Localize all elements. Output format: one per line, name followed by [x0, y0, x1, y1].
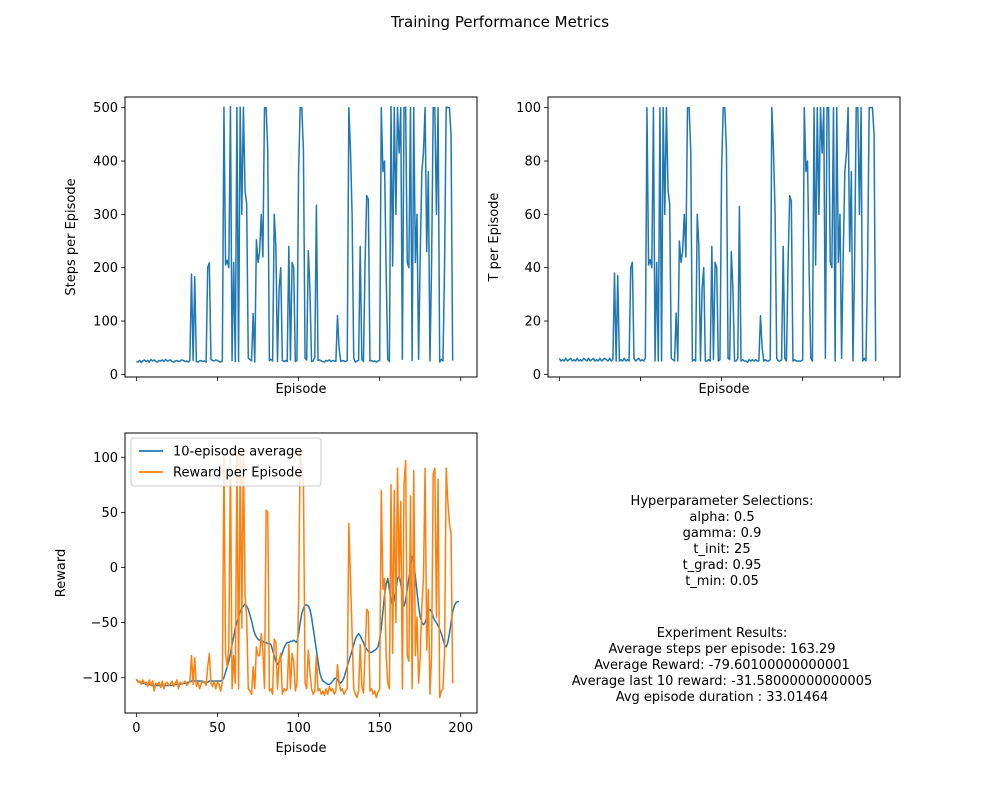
- reward-chart: 0 50 100 150 200 −100 −50 0 50 100 Episode Reward 10…: [54, 432, 478, 756]
- legend-entry: Reward per Episode: [173, 466, 302, 481]
- hyperparameter-heading: Hyperparameter Selections:: [630, 494, 814, 509]
- y-axis-label: Reward: [54, 549, 69, 597]
- y-tick-label: 100: [516, 101, 541, 116]
- y-tick-label: 20: [524, 315, 541, 330]
- x-axis-label: Episode: [698, 382, 749, 397]
- figure-title: Training Performance Metrics: [390, 13, 610, 31]
- y-tick-label: 0: [533, 368, 541, 383]
- hyperparameter-line: gamma: 0.9: [682, 526, 762, 541]
- y-tick-label: 80: [524, 155, 541, 170]
- y-axis-label: Steps per Episode: [64, 178, 79, 295]
- y-tick-label: 200: [93, 261, 118, 276]
- y-tick-label: 0: [110, 368, 118, 383]
- results-line: Avg episode duration : 33.01464: [615, 690, 829, 705]
- y-tick-label: 500: [93, 101, 118, 116]
- series-line: [136, 105, 454, 364]
- y-tick-label: −100: [82, 671, 118, 686]
- y-tick-label: 100: [93, 451, 118, 466]
- x-tick-label: 200: [448, 721, 473, 736]
- x-tick-label: 0: [132, 721, 140, 736]
- hyperparameter-line: t_min: 0.05: [685, 574, 759, 589]
- y-tick-label: −50: [91, 616, 118, 631]
- series-line: [558, 106, 877, 364]
- x-tick-label: 150: [367, 721, 392, 736]
- results-heading: Experiment Results:: [656, 626, 788, 641]
- legend-entry: 10-episode average: [173, 445, 302, 460]
- axes-frame: [547, 96, 901, 378]
- x-axis-label: Episode: [275, 382, 326, 397]
- y-tick-label: 60: [524, 208, 541, 223]
- results-line: Average last 10 reward: -31.580000000000…: [571, 674, 873, 689]
- series-line: [135, 450, 454, 699]
- axes-frame: [124, 432, 478, 714]
- y-tick-label: 300: [93, 208, 118, 223]
- steps-per-episode-chart: 0 100 200 300 400 500 Episode Steps per Episode: [64, 96, 478, 397]
- y-tick-label: 100: [93, 315, 118, 330]
- hyperparameter-panel: Hyperparameter Selections: alpha: 0.5 ga…: [520, 494, 924, 590]
- y-tick-label: 50: [101, 506, 118, 521]
- results-line: Average Reward: -79.60100000000001: [594, 658, 850, 673]
- t-per-episode-chart: 0 20 40 60 80 100 Episode T per Episode: [487, 96, 901, 397]
- y-axis-label: T per Episode: [487, 193, 502, 283]
- results-panel: Experiment Results: Average steps per ep…: [520, 626, 924, 706]
- x-tick-label: 50: [209, 721, 226, 736]
- legend-box: [130, 437, 322, 487]
- x-axis-label: Episode: [275, 741, 326, 756]
- results-line: Average steps per episode: 163.29: [608, 642, 836, 657]
- hyperparameter-line: t_grad: 0.95: [682, 558, 762, 573]
- x-tick-label: 100: [286, 721, 311, 736]
- hyperparameter-line: alpha: 0.5: [689, 510, 755, 525]
- hyperparameter-line: t_init: 25: [693, 542, 751, 557]
- axes-frame: [124, 96, 478, 378]
- y-tick-label: 40: [524, 261, 541, 276]
- y-tick-label: 400: [93, 155, 118, 170]
- y-tick-label: 0: [110, 561, 118, 576]
